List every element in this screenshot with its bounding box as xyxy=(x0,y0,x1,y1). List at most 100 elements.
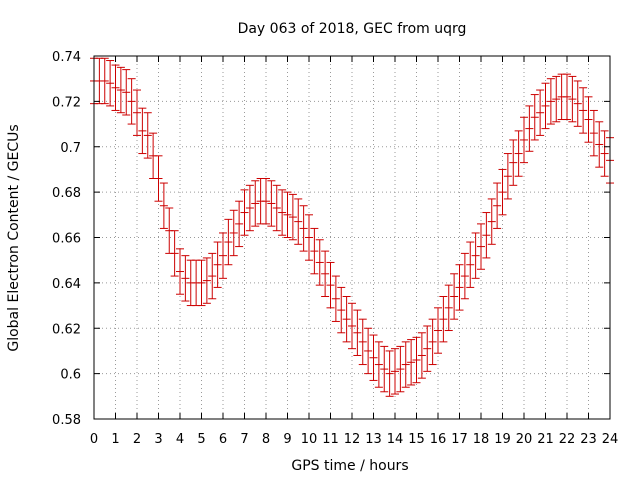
error-bar-point xyxy=(514,130,523,177)
error-bar-point xyxy=(391,348,399,395)
error-bar-point xyxy=(283,191,292,238)
error-bar-point xyxy=(600,130,609,177)
error-bar-point xyxy=(358,318,367,366)
y-tick-label: 0.74 xyxy=(52,50,81,65)
x-tick-label: 18 xyxy=(473,432,490,447)
error-bar-point xyxy=(321,250,330,297)
error-bar-point xyxy=(364,327,373,375)
error-bar-point xyxy=(455,264,464,311)
error-bar-point xyxy=(444,284,453,332)
error-bar-point xyxy=(208,252,217,300)
y-tick-labels: 0.58 0.6 0.62 0.64 0.66 0.68 0.7 0.72 0.74 xyxy=(52,50,81,428)
x-tick-label: 21 xyxy=(537,432,554,447)
error-bar-point xyxy=(509,139,518,186)
y-tick-label: 0.58 xyxy=(52,413,81,428)
error-bar-point xyxy=(305,214,313,261)
x-tick-label: 1 xyxy=(111,432,119,447)
x-tick-label: 7 xyxy=(240,432,248,447)
x-tick-label: 12 xyxy=(344,432,361,447)
error-bar-point xyxy=(299,205,308,252)
error-bar-point xyxy=(466,241,475,288)
error-bar-point xyxy=(401,341,410,388)
y-tick-label: 0.7 xyxy=(60,141,81,156)
error-bar-point xyxy=(477,223,485,270)
error-bar-point xyxy=(503,153,512,200)
error-bar-point xyxy=(181,255,190,302)
error-bar-point xyxy=(434,307,442,354)
y-tick-label: 0.72 xyxy=(52,95,81,110)
error-bar-point xyxy=(127,78,136,125)
error-bar-point xyxy=(520,116,528,164)
error-bar-point xyxy=(552,75,561,123)
error-bar-point xyxy=(369,334,378,381)
x-tick-label: 24 xyxy=(602,432,619,447)
x-tick-label: 4 xyxy=(176,432,184,447)
x-tick-label: 2 xyxy=(133,432,141,447)
error-bar-point xyxy=(348,302,356,350)
error-bar-point xyxy=(428,318,437,366)
y-tick-label: 0.62 xyxy=(52,322,81,337)
error-bar-point xyxy=(100,57,109,105)
error-bar-point xyxy=(294,198,303,245)
y-tick-label: 0.68 xyxy=(52,186,81,201)
x-tick-label: 9 xyxy=(283,432,291,447)
error-bar-point xyxy=(353,309,362,356)
x-axis-label: GPS time / hours xyxy=(291,458,408,474)
error-bar-point xyxy=(272,184,281,232)
error-bar-point xyxy=(235,200,244,248)
x-tick-label: 14 xyxy=(387,432,404,447)
error-bar-point xyxy=(213,241,222,288)
x-tick-label: 13 xyxy=(365,432,382,447)
error-bar-point xyxy=(439,295,448,343)
x-tick-label: 11 xyxy=(322,432,339,447)
x-tick-label: 8 xyxy=(262,432,270,447)
error-bar-point xyxy=(278,189,287,236)
error-bar-point xyxy=(251,180,260,227)
error-bar-point xyxy=(122,69,131,116)
error-bar-point xyxy=(176,248,184,295)
error-bar-point xyxy=(267,180,276,227)
x-tick-label: 23 xyxy=(580,432,597,447)
error-bar-point xyxy=(423,325,432,372)
error-bar-point xyxy=(133,89,141,136)
error-bar-point xyxy=(159,182,168,229)
error-bar-point xyxy=(412,336,421,384)
error-bar-point xyxy=(396,345,405,393)
error-bar-point xyxy=(460,252,469,300)
error-bar-point xyxy=(310,227,319,275)
x-tick-label: 6 xyxy=(219,432,227,447)
error-bar-point xyxy=(111,64,120,111)
error-bar-point xyxy=(224,218,233,266)
y-tick-label: 0.66 xyxy=(52,232,81,247)
y-axis-label: Global Electron Content / GECUs xyxy=(6,124,22,351)
x-tick-label: 16 xyxy=(430,432,447,447)
chart-title: Day 063 of 2018, GEC from uqrg xyxy=(238,21,467,37)
error-bar-point xyxy=(573,80,582,127)
y-tick-label: 0.6 xyxy=(60,368,81,383)
error-bar-point xyxy=(143,112,152,159)
error-bar-point xyxy=(530,94,539,141)
error-bar-point xyxy=(229,209,238,257)
error-bar-point xyxy=(315,239,324,286)
error-bar-point xyxy=(240,189,249,236)
error-bar-point xyxy=(385,350,394,397)
error-bar-point xyxy=(374,341,383,388)
error-bar-point xyxy=(546,78,555,125)
error-bar-point xyxy=(525,105,534,152)
error-bar-point xyxy=(450,273,459,320)
error-bar-point xyxy=(589,109,598,157)
x-tick-label: 3 xyxy=(154,432,162,447)
error-bar-point xyxy=(407,339,416,386)
x-tick-label: 19 xyxy=(494,432,511,447)
error-bar-point xyxy=(138,107,147,155)
x-tick-label: 5 xyxy=(197,432,205,447)
error-bar-point xyxy=(380,345,389,393)
y-tick-label: 0.64 xyxy=(52,277,81,292)
axis-ticks xyxy=(93,55,611,420)
error-bar-point xyxy=(498,168,507,216)
error-bar-point xyxy=(487,198,496,245)
error-bar-point xyxy=(337,286,346,334)
x-tick-label: 0 xyxy=(90,432,98,447)
grid xyxy=(94,56,610,419)
